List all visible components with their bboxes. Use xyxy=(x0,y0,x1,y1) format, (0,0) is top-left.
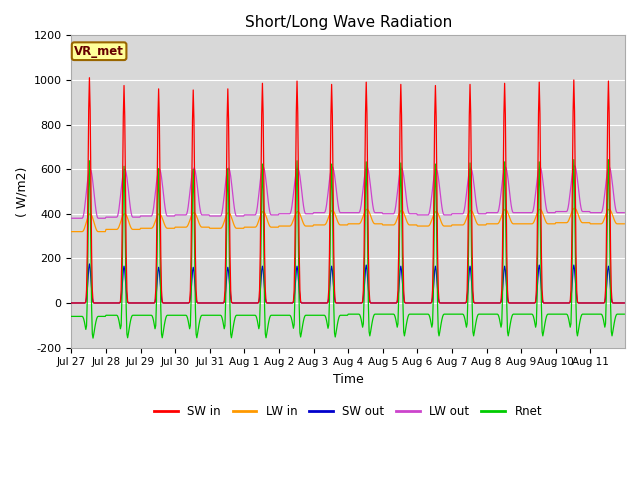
Y-axis label: ( W/m2): ( W/m2) xyxy=(15,166,28,216)
Text: VR_met: VR_met xyxy=(74,45,124,58)
Title: Short/Long Wave Radiation: Short/Long Wave Radiation xyxy=(244,15,452,30)
X-axis label: Time: Time xyxy=(333,373,364,386)
Legend: SW in, LW in, SW out, LW out, Rnet: SW in, LW in, SW out, LW out, Rnet xyxy=(150,400,547,423)
